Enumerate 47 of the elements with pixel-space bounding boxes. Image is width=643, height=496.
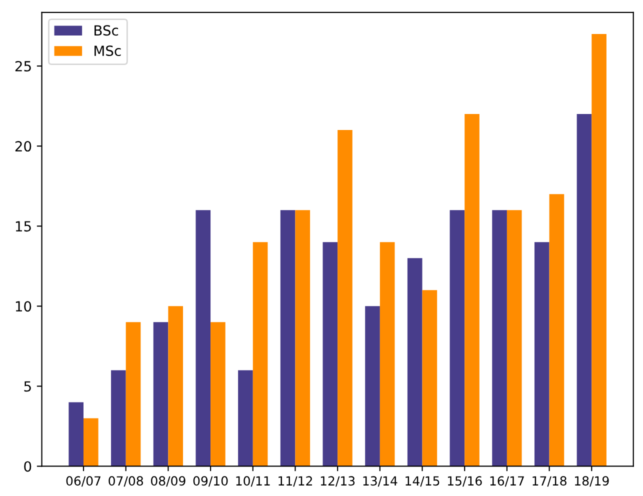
y-tick-label: 25: [15, 60, 31, 72]
bar: [506, 210, 522, 466]
bar: [592, 34, 606, 466]
legend-label: MSc: [94, 46, 121, 56]
x-tick-label: 13/14: [363, 476, 398, 487]
bar: [407, 258, 422, 466]
bar: [84, 418, 98, 466]
bar: [210, 322, 226, 466]
x-tick-label: 11/12: [278, 476, 312, 487]
bar: [534, 242, 550, 466]
bar: [280, 210, 296, 466]
x-tick-label: 17/18: [532, 476, 566, 487]
bar: [576, 114, 592, 466]
bar: [492, 210, 507, 466]
x-tick-label: 08/09: [151, 476, 186, 487]
x-tick-label: 15/16: [448, 476, 482, 487]
y-tick-label: 5: [24, 381, 31, 392]
x-tick-label: 14/15: [406, 476, 440, 487]
bar: [126, 322, 141, 466]
bar: [252, 242, 268, 466]
bar: [168, 306, 184, 466]
x-tick-label: 10/11: [236, 476, 270, 487]
bar: [422, 290, 438, 466]
y-tick-label: 10: [16, 301, 32, 312]
bar: [549, 194, 564, 466]
bar: [464, 114, 480, 466]
bar: [68, 402, 84, 466]
y-tick-label: 15: [16, 221, 31, 232]
x-tick-label: 07/08: [108, 476, 144, 487]
x-tick-label: 09/10: [193, 476, 228, 487]
bar: [450, 210, 465, 466]
x-tick-label: 12/13: [320, 476, 355, 487]
bar: [380, 242, 395, 466]
bar: [365, 306, 380, 466]
x-tick-label: 16/17: [490, 476, 524, 487]
legend-label: BSc: [94, 25, 118, 36]
bar: [295, 210, 310, 466]
x-tick-label: 18/19: [575, 476, 609, 487]
bar: [238, 370, 253, 466]
x-tick-label: 06/07: [66, 476, 100, 487]
y-tick-label: 20: [15, 141, 32, 152]
y-tick-label: 0: [24, 461, 32, 472]
bar: [111, 370, 126, 466]
bar: [338, 130, 352, 466]
bar: [322, 242, 338, 466]
bar: [153, 322, 168, 466]
bar: [196, 210, 211, 466]
